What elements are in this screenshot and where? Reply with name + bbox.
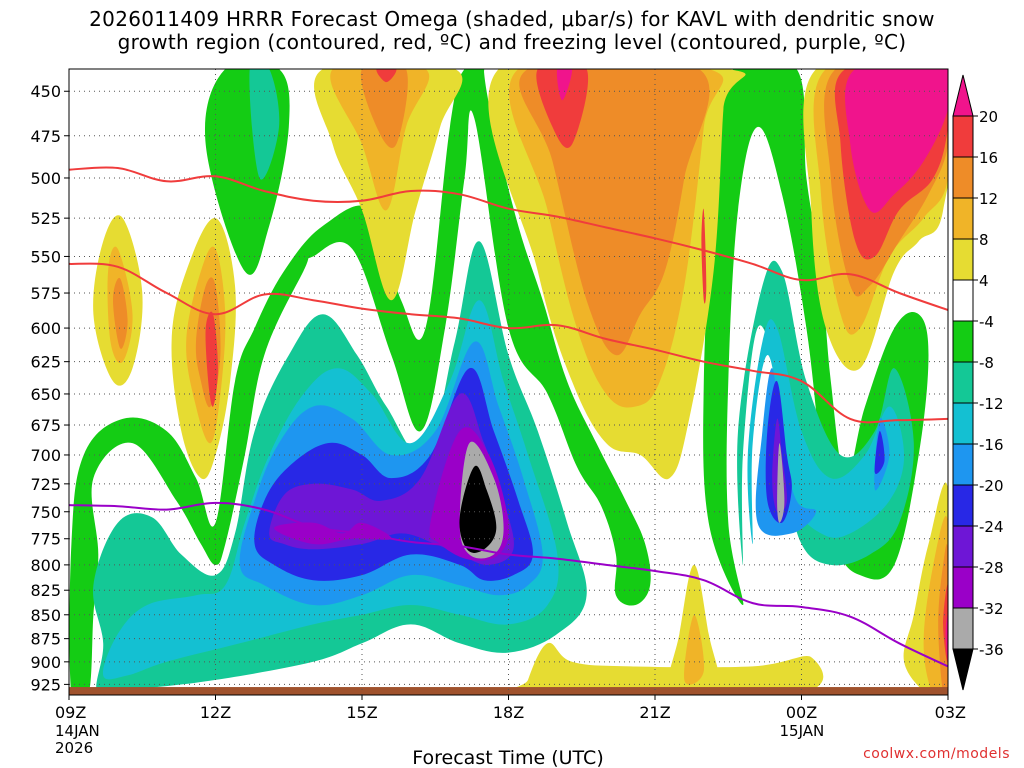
y-tick-label: 550 [30, 247, 61, 266]
colorbar-segment [952, 443, 974, 486]
y-tick-label: 475 [30, 127, 61, 146]
colorbar-label: -24 [979, 518, 1004, 536]
contour-lines [69, 166, 948, 668]
ground-strip [69, 687, 948, 695]
colorbar-label: 12 [979, 190, 998, 208]
y-tick-label: 900 [30, 653, 61, 672]
colorbar-label: -28 [979, 559, 1004, 577]
colorbar-segment [952, 156, 974, 199]
x-tick-label: 03Z [935, 703, 966, 722]
x-tick-label: 09Z [55, 703, 86, 722]
x-tick-label: 15Z [346, 703, 377, 722]
colorbar-label: 8 [979, 231, 989, 249]
x-tick-label: 12Z [200, 703, 231, 722]
colorbar-label: -32 [979, 600, 1004, 618]
omega-region--8c [249, 69, 280, 180]
x-axis-label: Forecast Time (UTC) [412, 747, 603, 768]
chart-title-line-2: growth region (contoured, red, ºC) and f… [117, 30, 907, 54]
y-tick-label: 700 [30, 446, 61, 465]
omega-region-16 [205, 311, 218, 407]
colorbar-segment [952, 484, 974, 527]
freezing-contour-freezing-level [69, 501, 948, 668]
colorbar-label: -12 [979, 395, 1004, 413]
y-tick-label: 650 [30, 385, 61, 404]
omega-shading [69, 69, 948, 695]
omega-region--28 [274, 522, 392, 545]
y-tick-label: 825 [30, 581, 61, 600]
chart-title: 2026011409 HRRR Forecast Omega (shaded, … [0, 8, 1024, 54]
terrain-ground [69, 687, 948, 695]
omega-region--36 [459, 465, 497, 553]
chart-title-line-1: 2026011409 HRRR Forecast Omega (shaded, … [89, 7, 935, 31]
colorbar-label: -8 [979, 354, 994, 372]
y-tick-label: 600 [30, 319, 61, 338]
y-tick-label: 675 [30, 416, 61, 435]
omega-region--20c [874, 430, 885, 474]
colorbar-label: -16 [979, 436, 1004, 454]
x-tick-label: 21Z [639, 703, 670, 722]
y-tick-label: 875 [30, 630, 61, 649]
colorbar-segment [952, 74, 974, 117]
colorbar-label: 4 [979, 272, 989, 290]
dgz-contour-dgz-bottom [69, 262, 948, 424]
colorbar-segment [952, 320, 974, 363]
omega-region--32b [777, 443, 785, 523]
colorbar: -36 -32 -28 -24 -20 -16 -12 -8 -4 4 8 12 16 20 [952, 74, 1004, 691]
x-tick-label: 00Z [786, 703, 817, 722]
y-tick-label: 775 [30, 530, 61, 549]
omega-region-12 [113, 277, 128, 349]
omega-region-16e [376, 69, 397, 83]
omega-region-20 [845, 69, 948, 213]
colorbar-label: -36 [979, 641, 1004, 659]
credit-text: coolwx.com/models [863, 746, 1010, 762]
colorbar-segment [952, 115, 974, 158]
y-tick-label: 500 [30, 169, 61, 188]
y-tick-label: 850 [30, 606, 61, 625]
colorbar-segment [952, 566, 974, 609]
colorbar-segment [952, 648, 974, 691]
y-axis: 450 475 500 525 550 575 600 625 650 675 700 725 750 7… [30, 82, 69, 694]
colorbar-label: 16 [979, 149, 998, 167]
y-tick-label: 450 [30, 82, 61, 101]
x-tick-year: 2026 [55, 739, 93, 757]
colorbar-label: -20 [979, 477, 1004, 495]
x-tick-date: 15JAN [780, 722, 825, 740]
y-tick-label: 925 [30, 675, 61, 694]
omega-region-4h [506, 643, 824, 695]
y-tick-label: 625 [30, 353, 61, 372]
colorbar-segment [952, 197, 974, 240]
colorbar-label: 20 [979, 108, 998, 126]
y-tick-label: 575 [30, 284, 61, 303]
omega-region-16b [536, 69, 588, 148]
colorbar-segment [952, 525, 974, 568]
y-tick-label: 525 [30, 209, 61, 228]
x-tick-date: 14JAN [55, 722, 100, 740]
y-tick-label: 750 [30, 503, 61, 522]
y-tick-label: 725 [30, 475, 61, 494]
dgz-contour-dgz-top [69, 166, 948, 311]
omega-region-20b [556, 69, 573, 101]
y-tick-label: 800 [30, 556, 61, 575]
x-tick-label: 18Z [493, 703, 524, 722]
colorbar-segment [952, 361, 974, 404]
colorbar-segment [952, 607, 974, 650]
omega-region-12f [938, 544, 948, 695]
colorbar-segment [952, 238, 974, 281]
colorbar-segment [952, 279, 974, 322]
omega-region-12c [360, 69, 408, 148]
omega-region-20c [945, 613, 948, 662]
colorbar-label: -4 [979, 313, 994, 331]
colorbar-segment [952, 402, 974, 445]
omega-region-16c [701, 208, 707, 304]
omega-region-8g [684, 614, 705, 685]
